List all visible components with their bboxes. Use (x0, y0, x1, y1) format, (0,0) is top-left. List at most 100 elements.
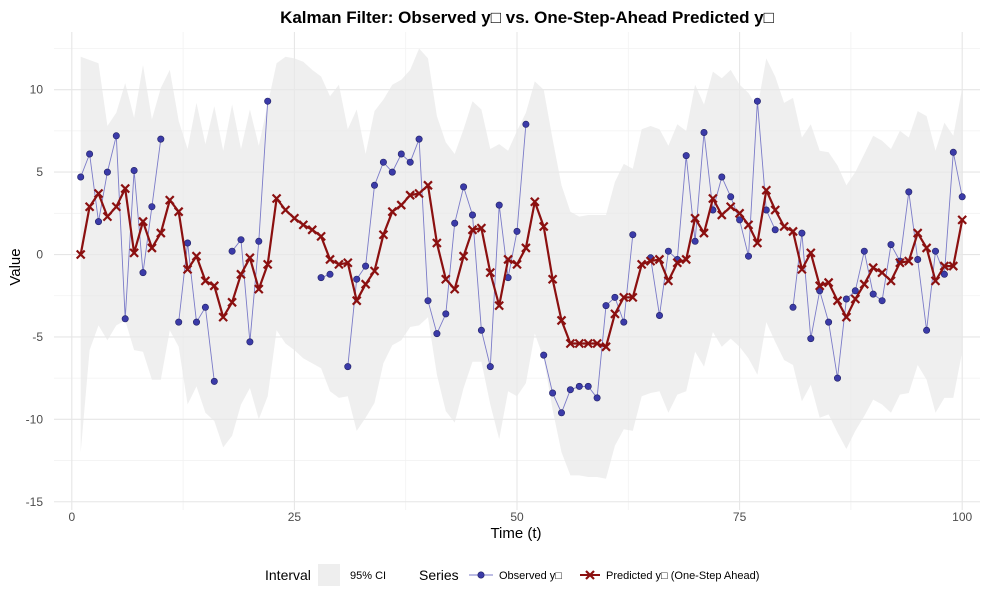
predicted-point (111, 201, 122, 212)
legend-predicted-label: Predicted y□ (One-Step Ahead) (606, 570, 759, 582)
predicted-point (574, 338, 585, 349)
predicted-point (325, 254, 335, 265)
predicted-point (806, 248, 816, 258)
predicted-point (619, 292, 629, 303)
x-tick-label: 0 (68, 510, 75, 524)
predicted-point (414, 188, 424, 199)
observed-point (468, 211, 476, 219)
predicted-point (672, 257, 683, 268)
predicted-point (645, 256, 656, 266)
predicted-point (512, 259, 522, 270)
observed-point (655, 311, 663, 319)
observed-point (433, 330, 441, 338)
predicted-point (779, 221, 789, 232)
predicted-point (538, 221, 549, 232)
observed-point (317, 274, 325, 282)
predicted-point (271, 193, 282, 204)
predicted-point (583, 338, 594, 349)
predicted-point (592, 338, 602, 349)
observed-point (495, 201, 503, 209)
observed-point (95, 218, 103, 226)
predicted-point (930, 276, 941, 286)
observed-point (370, 181, 378, 189)
predicted-point (565, 338, 576, 349)
observed-point (121, 315, 129, 323)
y-tick-label: 5 (36, 165, 43, 179)
predicted-point (440, 274, 451, 285)
y-tick-label: -15 (26, 495, 44, 509)
observed-point (789, 303, 797, 311)
predicted-point (752, 238, 763, 248)
predicted-point (850, 294, 861, 304)
legend-observed-label: Observed y□ (499, 570, 562, 582)
observed-point (148, 203, 156, 211)
observed-point (175, 318, 183, 326)
observed-point (593, 394, 601, 402)
predicted-point (423, 180, 433, 191)
predicted-point (84, 201, 95, 212)
legend-observed-marker (477, 571, 485, 579)
observed-point (184, 239, 192, 247)
observed-series-line (80, 135, 162, 319)
predicted-point (298, 220, 309, 230)
predicted-point (138, 216, 148, 227)
predicted-point (681, 254, 691, 265)
predicted-point (627, 292, 638, 303)
observed-point (940, 270, 948, 278)
predicted-point (173, 206, 184, 217)
observed-point (460, 183, 468, 191)
predicted-point (823, 277, 834, 288)
observed-point (77, 173, 85, 181)
observed-point (584, 382, 592, 390)
predicted-point (610, 309, 620, 319)
observed-point (691, 237, 699, 245)
observed-point (949, 148, 957, 156)
predicted-series-layer (75, 180, 967, 352)
observed-point (869, 290, 877, 298)
predicted-point (476, 223, 487, 233)
predicted-point (245, 253, 255, 263)
predicted-point (75, 249, 86, 260)
observed-point (86, 150, 94, 158)
legend-interval-title: Interval (265, 567, 311, 583)
predicted-point (797, 264, 807, 275)
predicted-point (147, 243, 157, 253)
observed-point (326, 270, 334, 278)
predicted-point (334, 259, 344, 270)
observed-point (103, 168, 111, 176)
observed-point (923, 326, 931, 334)
predicted-point (601, 342, 611, 352)
predicted-series-line (79, 184, 964, 348)
predicted-point (957, 215, 967, 225)
predicted-point (387, 206, 398, 217)
predicted-point (307, 225, 317, 235)
predicted-point (102, 211, 113, 222)
predicted-point (530, 196, 540, 207)
predicted-point (912, 228, 923, 238)
predicted-point (316, 231, 326, 242)
observed-point (228, 247, 236, 255)
confidence-band-layer (80, 48, 963, 479)
observed-point (344, 363, 352, 371)
confidence-band (80, 48, 963, 479)
observed-point (727, 193, 735, 201)
observed-point (406, 158, 414, 166)
observed-point (807, 335, 815, 343)
x-axis-label: Time (t) (490, 525, 541, 542)
predicted-point (93, 188, 104, 199)
predicted-point (832, 295, 843, 306)
predicted-point (485, 267, 496, 278)
predicted-point (449, 284, 460, 294)
observed-point (771, 226, 779, 234)
observed-point (522, 120, 530, 128)
predicted-point (360, 279, 371, 289)
observed-point (379, 158, 387, 166)
observed-point (130, 167, 138, 175)
predicted-point (129, 248, 139, 258)
observed-point (753, 97, 761, 105)
observed-point (878, 297, 886, 305)
x-tick-label: 50 (510, 510, 524, 524)
observed-point (718, 173, 726, 181)
predicted-point (289, 213, 300, 224)
predicted-point (699, 228, 709, 238)
